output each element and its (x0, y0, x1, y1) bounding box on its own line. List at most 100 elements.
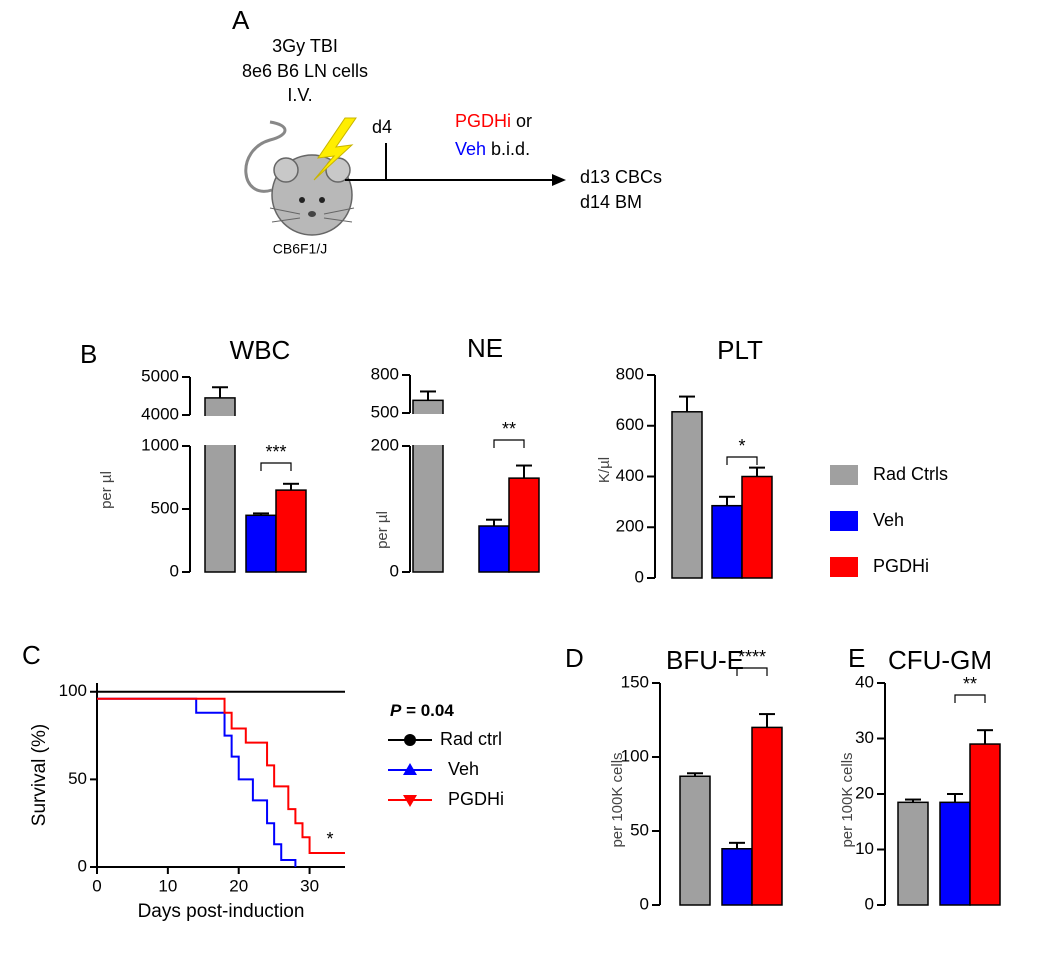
legend-label: Veh (448, 759, 479, 779)
diagram-text: CB6F1/J (273, 241, 327, 257)
y-axis-label: K/µl (596, 457, 613, 483)
significance-bracket (260, 462, 292, 471)
chart-title: NE (467, 333, 503, 363)
y-tick-label: 400 (616, 466, 644, 485)
significance-label: *** (265, 442, 286, 462)
y-tick-label: 800 (616, 364, 644, 383)
diagram-text: b.i.d. (486, 139, 530, 159)
y-tick-label: 200 (616, 517, 644, 536)
diagram-text: 8e6 B6 LN cells (242, 61, 368, 81)
bar (897, 801, 929, 906)
survival-curve (97, 697, 297, 867)
y-tick-label: 30 (855, 728, 874, 747)
significance-label: **** (738, 647, 766, 667)
diagram-text: d4 (372, 117, 392, 137)
axis-break (411, 414, 445, 445)
significance-bracket (493, 439, 525, 448)
bar (969, 743, 1001, 906)
significance-label: * (738, 436, 745, 456)
vehicle-label: Veh (455, 139, 486, 159)
y-tick-label: 600 (616, 415, 644, 434)
y-tick-label: 10 (855, 839, 874, 858)
significance-label: * (326, 829, 333, 849)
diagram-text: I.V. (287, 85, 312, 105)
y-tick-label: 40 (855, 672, 874, 691)
survival-curve (97, 697, 345, 854)
y-axis-label: per µl (374, 511, 391, 549)
y-tick-label: 4000 (141, 404, 179, 423)
bar (939, 801, 971, 906)
significance-label: ** (502, 419, 516, 439)
legend-label: Rad Ctrls (873, 464, 948, 484)
legend-marker (403, 795, 417, 807)
chart-title: CFU-GM (888, 645, 992, 675)
panel-label: C (22, 640, 41, 670)
p-symbol: P (390, 701, 402, 720)
bar (508, 477, 540, 573)
chart-title: BFU-E (666, 645, 744, 675)
legend-swatch (830, 557, 858, 577)
y-tick-label: 100 (59, 681, 87, 700)
y-tick-label: 50 (68, 769, 87, 788)
panel-label: B (80, 339, 97, 369)
chart-title: WBC (230, 335, 291, 365)
diagram-text: d14 BM (580, 192, 642, 212)
drug-label: PGDHi (455, 111, 511, 131)
y-tick-label: 0 (635, 567, 644, 586)
y-tick-label: 20 (855, 783, 874, 802)
p-value-text: = 0.04 (401, 701, 454, 720)
axis-break (203, 416, 237, 445)
significance-label: ** (963, 674, 977, 694)
significance-bracket (954, 694, 986, 703)
legend-label: Rad ctrl (440, 729, 502, 749)
y-tick-label: 0 (865, 894, 874, 913)
y-tick-label: 1000 (141, 435, 179, 454)
y-tick-label: 500 (151, 498, 179, 517)
mouse-icon (244, 117, 357, 236)
diagram-text: or (511, 111, 532, 131)
bar (245, 514, 277, 573)
x-tick-label: 20 (229, 876, 248, 895)
diagram-text: Veh b.i.d. (455, 139, 530, 159)
y-tick-label: 0 (170, 561, 179, 580)
diagram-text: d13 CBCs (580, 167, 662, 187)
bar (751, 726, 783, 906)
x-tick-label: 0 (92, 876, 101, 895)
diagram-text: 3Gy TBI (272, 36, 338, 56)
bar (711, 504, 743, 579)
legend-swatch (830, 511, 858, 531)
panel-label: A (232, 5, 250, 35)
legend-label: PGDHi (448, 789, 504, 809)
y-tick-label: 150 (621, 672, 649, 691)
panel-label: D (565, 643, 584, 673)
y-tick-label: 500 (371, 402, 399, 421)
significance-bracket (726, 456, 758, 465)
chart-title: PLT (717, 335, 763, 365)
y-tick-label: 5000 (141, 366, 179, 385)
y-axis-label: per 100K cells (839, 752, 856, 847)
legend-label: PGDHi (873, 556, 929, 576)
bar (671, 411, 703, 579)
y-axis-label: Survival (%) (29, 724, 50, 826)
y-axis-label: per µl (98, 471, 115, 509)
y-tick-label: 0 (78, 856, 87, 875)
bar (721, 848, 753, 906)
legend-swatch (830, 465, 858, 485)
legend-label: Veh (873, 510, 904, 530)
y-axis-label: per 100K cells (609, 752, 626, 847)
bar (741, 475, 773, 579)
x-axis-label: Days post-induction (138, 901, 305, 922)
y-tick-label: 0 (390, 561, 399, 580)
y-tick-label: 800 (371, 364, 399, 383)
bar (275, 489, 307, 573)
significance-bracket (736, 667, 768, 676)
arrow-head (552, 174, 566, 186)
y-tick-label: 0 (640, 894, 649, 913)
bar (679, 775, 711, 906)
bar (478, 525, 510, 573)
y-tick-label: 50 (630, 820, 649, 839)
diagram-text: PGDHi or (455, 111, 532, 131)
y-tick-label: 200 (371, 435, 399, 454)
legend-marker (404, 734, 416, 746)
